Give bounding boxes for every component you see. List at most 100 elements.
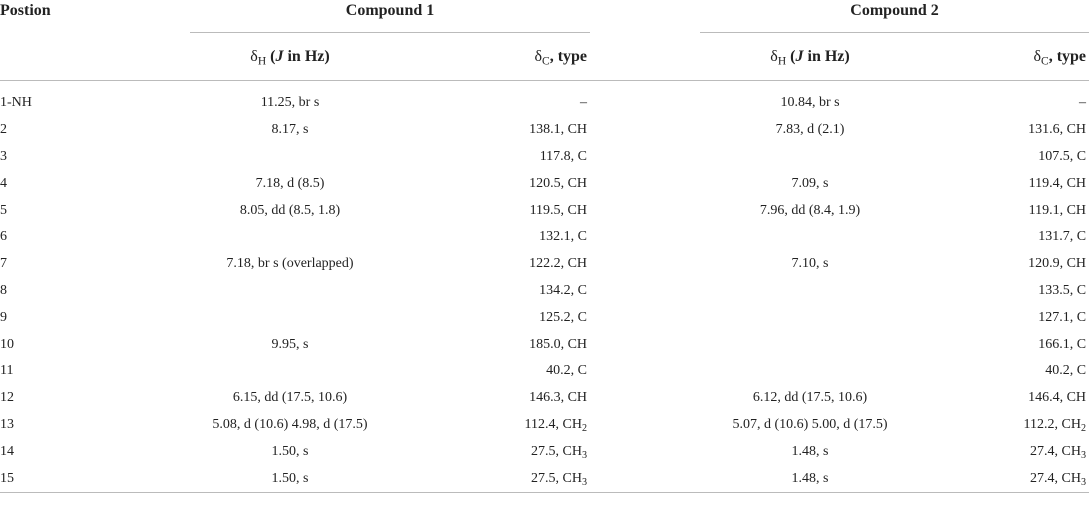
text-part: , type [1048, 47, 1087, 65]
spacer [590, 224, 700, 251]
position: 11 [0, 363, 14, 379]
shift-c: 138.1, CH [390, 117, 590, 144]
text-part: 138.1, CH [529, 122, 588, 138]
shift-h [700, 331, 920, 358]
shift-h [190, 358, 390, 385]
text-part: 119.1, CH [1028, 202, 1087, 218]
text-part: J [275, 47, 284, 65]
text-part: 133.5, C [1038, 282, 1087, 298]
text-part: 3 [581, 449, 588, 461]
spacer [590, 251, 700, 278]
blank-header [0, 32, 190, 81]
text-part: 134.2, C [539, 282, 588, 298]
shift-h: 7.18, br s (overlapped) [226, 256, 354, 272]
header-row: Postion Compound 1 Compound 2 [0, 0, 1089, 33]
data-row: 5 8.05, dd (8.5, 1.8) 119.5, CH 7.96, dd (8… [0, 197, 1089, 224]
shift-c: 122.2, CH [390, 251, 590, 278]
shift-h [190, 278, 390, 305]
text-part: 185.0, CH [529, 336, 588, 352]
spacer [590, 358, 700, 385]
shift-c: 146.3, CH [390, 385, 590, 412]
position: 1-NH [0, 95, 32, 111]
data-row: 11 40.2, C 40.2, C [0, 358, 1089, 385]
text-part: 3 [1080, 476, 1087, 488]
data-row: 3 117.8, C 107.5, C [0, 144, 1089, 171]
shift-c: 119.5, CH [390, 197, 590, 224]
text-part: – [1079, 95, 1087, 111]
text-part: 40.2, C [546, 363, 588, 379]
shift-h [190, 224, 390, 251]
shift-c: – [920, 90, 1089, 117]
shift-h: 1.50, s [271, 443, 309, 459]
shift-c: 112.2, CH2 [920, 412, 1089, 439]
text-part: 119.4, CH [1028, 175, 1087, 191]
shift-c: 125.2, C [390, 304, 590, 331]
text-part: 112.4, CH [524, 416, 582, 432]
data-row: 14 1.50, s 27.5, CH3 1.48, s 27.4, CH3 [0, 438, 1089, 465]
shift-h [190, 304, 390, 331]
text-part: 27.4, CH [1030, 470, 1081, 486]
text-part: δ [1033, 47, 1042, 65]
shift-h: 8.05, dd (8.5, 1.8) [239, 202, 341, 218]
text-part: 119.5, CH [529, 202, 588, 218]
data-row: 6 132.1, C 131.7, C [0, 224, 1089, 251]
text-part: 127.1, C [1038, 309, 1087, 325]
shift-c-header: δC, type [920, 32, 1089, 81]
text-part: 3 [581, 476, 588, 488]
text-part: 27.4, CH [1030, 443, 1081, 459]
shift-h: 5.07, d (10.6) 5.00, d (17.5) [732, 416, 888, 432]
data-row: 4 7.18, d (8.5) 120.5, CH 7.09, s 119.4, CH [0, 170, 1089, 197]
shift-h: 5.08, d (10.6) 4.98, d (17.5) [212, 416, 368, 432]
data-row: 12 6.15, dd (17.5, 10.6) 146.3, CH 6.12, dd… [0, 385, 1089, 412]
shift-c: 166.1, C [920, 331, 1089, 358]
text-part: 146.4, CH [1028, 390, 1087, 406]
data-row: 2 8.17, s 138.1, CH 7.83, d (2.1) 131.6, CH [0, 117, 1089, 144]
spacer [590, 278, 700, 305]
shift-c: 27.4, CH3 [920, 438, 1089, 465]
shift-h: 1.48, s [700, 465, 921, 493]
text-part: 125.2, C [539, 309, 588, 325]
text-part: ( [266, 47, 276, 65]
shift-c: 27.4, CH3 [920, 465, 1089, 493]
text-part: 131.7, C [1038, 229, 1087, 245]
text-part: H [777, 54, 787, 67]
spacer [590, 438, 700, 465]
shift-h [700, 278, 920, 305]
shift-h: 8.17, s [271, 122, 309, 138]
text-part: 117.8, C [539, 148, 588, 164]
compound-header: Compound 1 [190, 0, 591, 33]
text-part: 122.2, CH [529, 256, 588, 272]
position: 3 [0, 148, 7, 164]
position: 9 [0, 309, 7, 325]
shift-c: 117.8, C [390, 144, 590, 171]
spacer [590, 385, 700, 412]
shift-c: – [390, 90, 590, 117]
text-part: C [1041, 54, 1049, 67]
shift-h [700, 224, 920, 251]
spacer [590, 90, 700, 117]
position: 12 [0, 390, 14, 406]
data-row: 13 5.08, d (10.6) 4.98, d (17.5) 112.4, CH… [0, 412, 1089, 439]
position: 15 [0, 465, 190, 493]
shift-c: 119.1, CH [920, 197, 1089, 224]
shift-c: 185.0, CH [390, 331, 590, 358]
spacer [590, 32, 701, 81]
shift-c: 132.1, C [390, 224, 590, 251]
compound-header: Compound 2 [700, 0, 1089, 33]
text-part: δ [534, 47, 542, 65]
shift-h: 7.83, d (2.1) [775, 122, 845, 138]
position: 2 [0, 122, 7, 138]
shift-h: 7.10, s [791, 256, 829, 272]
position: 5 [0, 202, 7, 218]
shift-h: 6.12, dd (17.5, 10.6) [752, 390, 868, 406]
spacer [590, 144, 700, 171]
shift-h: 1.50, s [190, 465, 390, 493]
text-part: – [580, 95, 588, 111]
shift-h: 6.15, dd (17.5, 10.6) [232, 390, 348, 406]
shift-c: 120.5, CH [390, 170, 590, 197]
spacer [590, 170, 700, 197]
spacer [590, 465, 701, 493]
spacer [590, 117, 700, 144]
shift-c: 133.5, C [920, 278, 1089, 305]
position: 8 [0, 282, 7, 298]
